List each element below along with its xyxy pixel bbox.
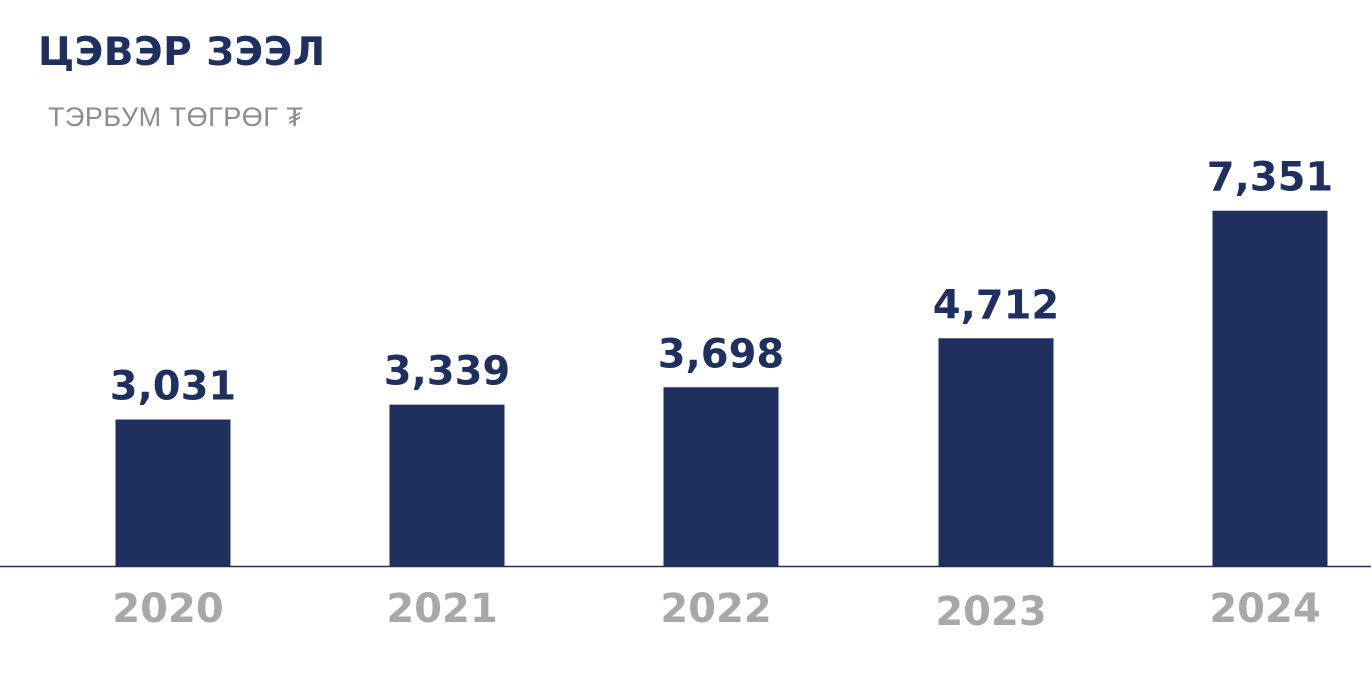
x-tick-label-2022: 2022 bbox=[660, 586, 771, 632]
bar-2023 bbox=[938, 338, 1054, 566]
data-label-2024: 7,351 bbox=[1207, 155, 1334, 201]
bar-2022 bbox=[663, 387, 779, 566]
bar-2021 bbox=[389, 404, 505, 566]
chart-title: ЦЭВЭР ЗЭЭЛ bbox=[38, 30, 326, 75]
bar-2024 bbox=[1212, 210, 1328, 566]
x-tick-label-2021: 2021 bbox=[386, 586, 497, 632]
data-label-2022: 3,698 bbox=[658, 331, 785, 377]
data-label-2021: 3,339 bbox=[384, 349, 511, 395]
x-tick-label-2023: 2023 bbox=[935, 589, 1046, 635]
bar-2020 bbox=[115, 419, 231, 566]
chart-subtitle: ТЭРБУМ ТӨГРӨГ ₮ bbox=[48, 102, 304, 132]
data-label-2020: 3,031 bbox=[110, 364, 237, 410]
data-label-2023: 4,712 bbox=[933, 282, 1060, 328]
x-tick-label-2020: 2020 bbox=[112, 586, 223, 632]
x-tick-label-2024: 2024 bbox=[1209, 586, 1320, 632]
